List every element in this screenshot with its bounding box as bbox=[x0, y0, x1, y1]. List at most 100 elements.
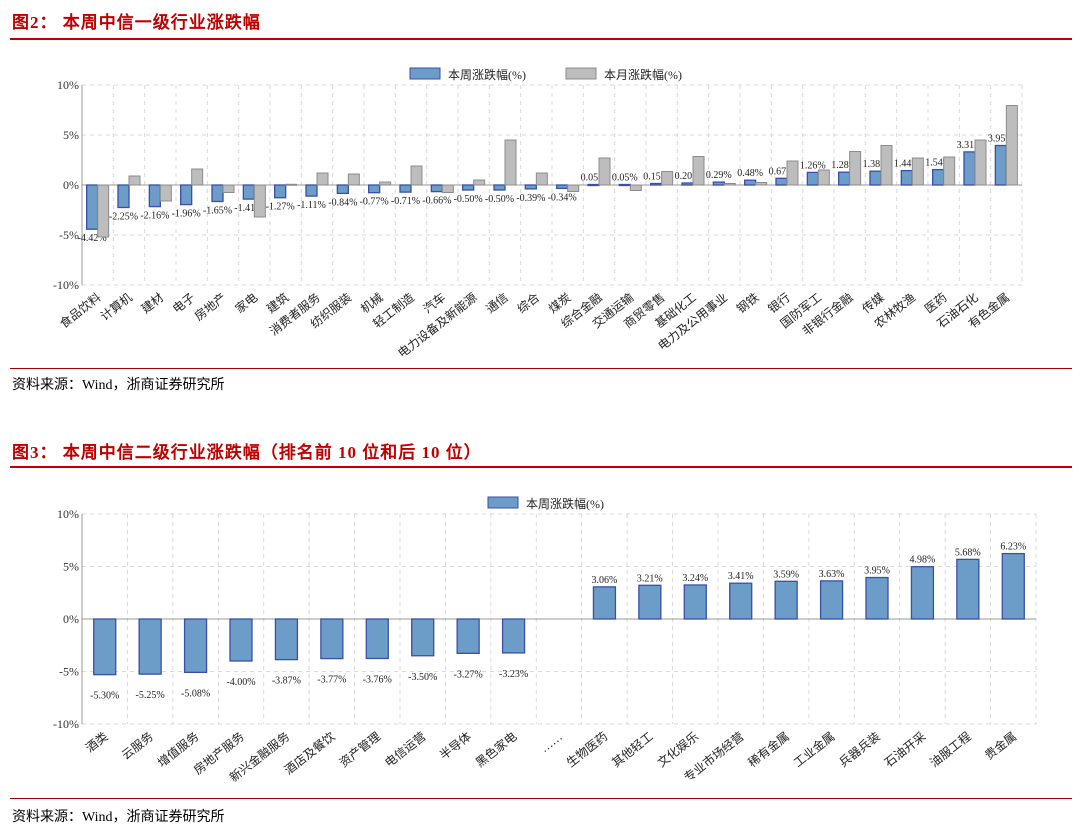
bar-week bbox=[838, 171, 851, 186]
x-tick-label: 稀有金属 bbox=[745, 729, 792, 770]
bar-week bbox=[729, 582, 753, 620]
x-tick-label: 综合 bbox=[514, 290, 542, 317]
y-tick-label: 0% bbox=[63, 612, 79, 626]
bar-week bbox=[774, 580, 798, 620]
bar-month bbox=[786, 160, 799, 186]
bar-week bbox=[910, 566, 935, 620]
bar-month bbox=[723, 183, 736, 186]
bar-week bbox=[274, 618, 299, 661]
bar-week bbox=[869, 170, 882, 186]
data-label: 3.21% bbox=[637, 573, 663, 584]
x-tick-label: 电信运营 bbox=[382, 729, 428, 770]
data-label: -0.77% bbox=[360, 197, 389, 208]
bar-week bbox=[411, 618, 435, 657]
x-tick-label: 石油开采 bbox=[882, 729, 928, 770]
bar-week bbox=[712, 181, 725, 186]
data-label: -0.84% bbox=[328, 197, 357, 208]
data-label: 5.68% bbox=[955, 547, 981, 558]
data-label: -0.71% bbox=[391, 196, 420, 207]
y-tick-label: 0% bbox=[63, 178, 79, 192]
bar-month bbox=[692, 156, 705, 186]
bar-week bbox=[117, 184, 130, 209]
figure3-source: 资料来源：Wind，浙商证券研究所 bbox=[12, 810, 225, 825]
bar-week bbox=[1001, 552, 1025, 620]
x-tick-label: 半导体 bbox=[437, 729, 474, 762]
y-tick-label: 10% bbox=[57, 78, 79, 92]
x-tick-label: 黑色家电 bbox=[472, 729, 519, 770]
bar-month bbox=[159, 184, 172, 202]
data-label: -3.50% bbox=[408, 672, 437, 683]
bar-week bbox=[138, 618, 162, 675]
bar-week bbox=[148, 184, 161, 208]
x-tick-label: 其他轻工 bbox=[609, 729, 655, 770]
data-label: 3.59% bbox=[773, 569, 799, 580]
bar-week bbox=[368, 184, 381, 194]
bar-week bbox=[86, 184, 99, 230]
data-label: -2.16% bbox=[140, 211, 169, 222]
legend-swatch bbox=[409, 67, 441, 80]
data-label: -0.66% bbox=[422, 196, 451, 207]
x-tick-label: 油服工程 bbox=[927, 729, 974, 770]
data-label: 1.54% bbox=[925, 158, 951, 169]
bar-week bbox=[462, 184, 475, 191]
x-tick-label: 云服务 bbox=[118, 729, 156, 763]
data-label: -1.41% bbox=[234, 203, 263, 214]
bar-week bbox=[932, 168, 945, 186]
x-tick-label: 酒类 bbox=[83, 729, 111, 755]
legend-label: 本周涨跌幅(%) bbox=[526, 496, 604, 511]
x-tick-label: 钢铁 bbox=[734, 290, 762, 316]
bar-week bbox=[556, 184, 569, 190]
data-label: 6.23% bbox=[1000, 542, 1026, 553]
x-tick-label: 建材 bbox=[139, 290, 167, 316]
bar-month bbox=[567, 184, 580, 192]
figure2-source: 资料来源：Wind，浙商证券研究所 bbox=[12, 378, 225, 393]
bar-week bbox=[456, 618, 480, 654]
bar-month bbox=[410, 165, 423, 186]
bar-week bbox=[399, 184, 412, 193]
y-tick-label: 5% bbox=[63, 128, 79, 142]
figure3-title: 图3： 本周中信二级行业涨跌幅（排名前 10 位和后 10 位） bbox=[12, 443, 482, 462]
bar-week bbox=[638, 584, 662, 620]
bar-month bbox=[473, 179, 486, 186]
data-label: -1.27% bbox=[266, 202, 295, 213]
y-tick-label: -5% bbox=[59, 228, 79, 242]
legend-swatch bbox=[487, 496, 519, 509]
bar-month bbox=[755, 182, 768, 186]
title-rule bbox=[10, 466, 1072, 468]
bar-week bbox=[229, 618, 253, 662]
bar-week bbox=[956, 558, 980, 620]
bar-week bbox=[320, 618, 344, 660]
y-tick-label: -10% bbox=[53, 717, 79, 731]
data-label: 3.63% bbox=[819, 569, 845, 580]
figure2-title: 图2： 本周中信一级行业涨跌幅 bbox=[12, 13, 261, 32]
bar-week bbox=[93, 618, 117, 676]
data-label: 3.95% bbox=[988, 134, 1014, 145]
data-label: -0.50% bbox=[485, 194, 514, 205]
data-label: 1.28% bbox=[831, 160, 857, 171]
x-tick-label: 家电 bbox=[232, 290, 260, 317]
data-label: 3.06% bbox=[592, 575, 618, 586]
bar-month bbox=[128, 175, 141, 186]
bar-week bbox=[305, 184, 318, 197]
data-label: -4.42% bbox=[78, 233, 107, 244]
data-label: -3.76% bbox=[363, 674, 392, 685]
data-label: -0.50% bbox=[454, 194, 483, 205]
x-tick-label: 资产管理 bbox=[336, 729, 383, 770]
bar-month bbox=[535, 172, 548, 186]
data-label: 0.67% bbox=[769, 166, 795, 177]
data-label: -3.77% bbox=[317, 675, 346, 686]
bar-week bbox=[744, 179, 757, 186]
bar-month bbox=[191, 168, 204, 186]
bar-week bbox=[524, 184, 537, 190]
bar-month bbox=[379, 181, 392, 186]
data-label: -3.23% bbox=[499, 669, 528, 680]
y-tick-label: -5% bbox=[59, 665, 79, 679]
y-tick-label: 5% bbox=[63, 560, 79, 574]
x-tick-label: …… bbox=[537, 729, 565, 755]
bar-week bbox=[618, 183, 631, 187]
bar-week bbox=[501, 618, 526, 654]
x-tick-label: 兵器兵装 bbox=[836, 729, 882, 770]
legend-label: 本周涨跌幅(%) bbox=[448, 67, 526, 82]
x-tick-label: 房地产 bbox=[191, 290, 229, 324]
data-label: -1.11% bbox=[297, 200, 326, 211]
